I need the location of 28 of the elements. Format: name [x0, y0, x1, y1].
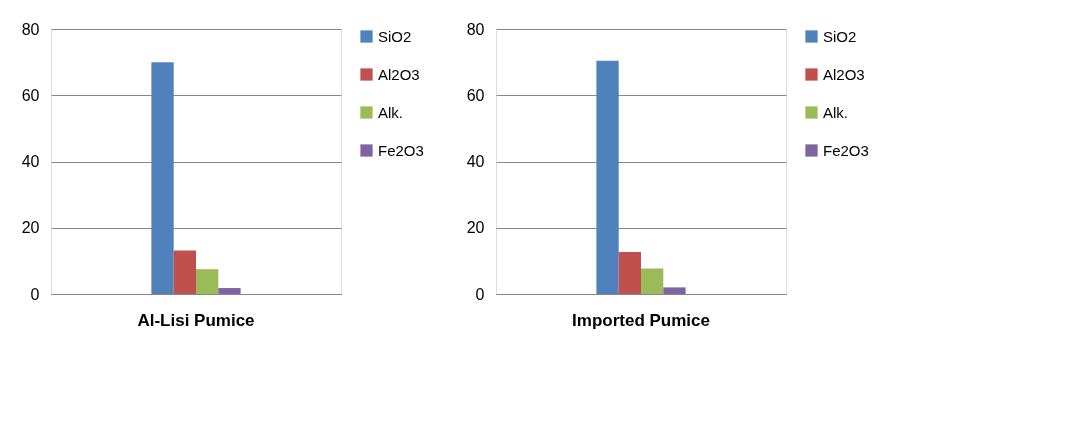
bar	[596, 60, 619, 294]
bar	[218, 288, 241, 294]
y-tick-label: 60	[466, 86, 485, 104]
legend-label: Alk.	[378, 103, 404, 121]
y-tick-label: 20	[21, 219, 40, 237]
y-tick-label: 20	[466, 219, 485, 237]
legend-label: Fe2O3	[378, 141, 424, 159]
legend-label: Fe2O3	[823, 141, 869, 159]
bar	[641, 268, 664, 294]
y-tick-label: 0	[475, 285, 485, 303]
bar	[173, 250, 196, 294]
legend-label: Al2O3	[823, 65, 865, 83]
bar	[663, 287, 686, 294]
legend-label: SiO2	[378, 27, 412, 45]
x-tick-label: Imported Pumice	[572, 310, 710, 330]
y-tick-label: 40	[466, 153, 485, 170]
y-tick-label: 80	[21, 20, 40, 38]
bar	[196, 269, 219, 294]
bar	[151, 62, 174, 294]
legend-label: Alk.	[823, 103, 849, 121]
y-tick-label: 80	[466, 20, 485, 38]
y-tick-label: 40	[21, 153, 40, 170]
legend-label: Al2O3	[378, 65, 420, 83]
legend-label: SiO2	[823, 27, 857, 45]
bar	[618, 251, 641, 294]
x-tick-label: Al-Lisi Pumice	[137, 310, 255, 330]
y-tick-label: 0	[30, 285, 40, 303]
y-tick-label: 60	[21, 86, 40, 104]
